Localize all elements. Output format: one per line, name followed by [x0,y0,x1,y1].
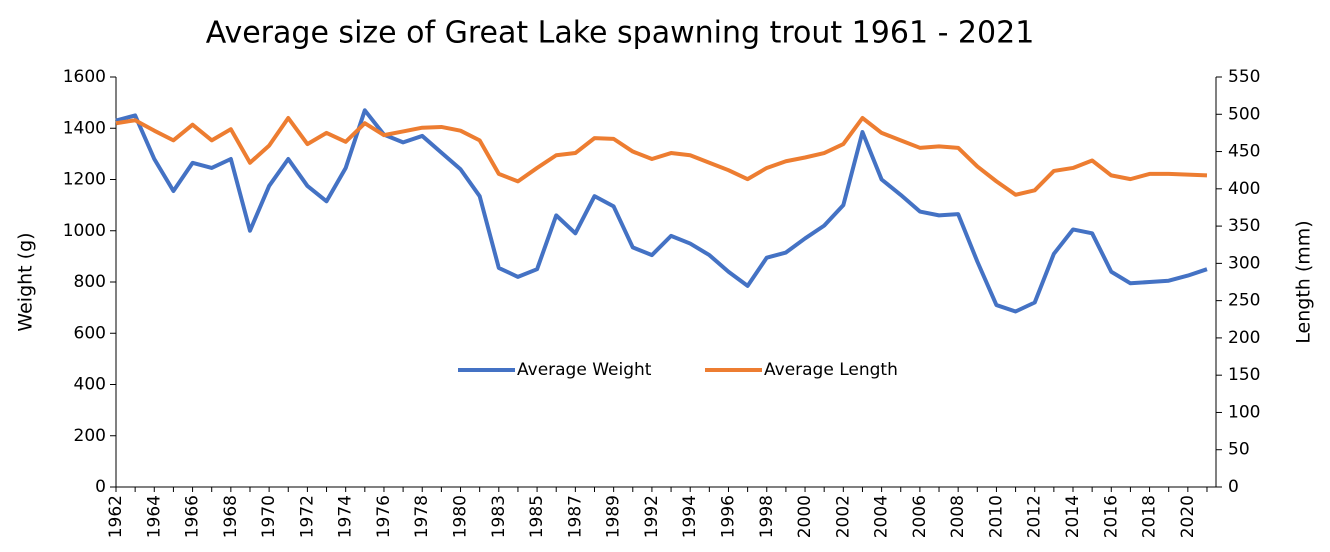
x-tick-label: 1970 [259,495,279,538]
y2-tick-label: 50 [1228,440,1250,460]
x-tick-label: 1983 [489,495,509,538]
x-tick-label: 1978 [412,495,432,538]
series-line [115,116,1208,197]
legend-label: Average Weight [517,360,652,380]
x-tick-label: 1972 [297,495,317,538]
x-tick-label: 2020 [1178,495,1198,538]
y2-tick-label: 550 [1228,67,1260,87]
y-tick-label: 0 [95,477,106,497]
x-tick-label: 2012 [1025,495,1045,538]
x-tick-label: 1974 [336,495,356,538]
x-tick-label: 1987 [565,495,585,538]
x-tick-label: 1985 [527,495,547,538]
x-tick-label: 1964 [144,495,164,538]
x-tick-label: 1996 [718,495,738,538]
x-tick-label: 2018 [1140,495,1160,538]
x-tick-label: 1966 [183,495,203,538]
x-tick-label: 2014 [1063,495,1083,538]
x-tick-label: 2002 [833,495,853,538]
x-tick-label: 1992 [642,495,662,538]
y-tick-label: 1000 [63,221,106,241]
y2-tick-label: 450 [1228,142,1260,162]
y-tick-label: 400 [74,375,106,395]
x-tick-label: 2016 [1101,495,1121,538]
y2-tick-label: 250 [1228,291,1260,311]
x-tick-label: 1968 [221,495,241,538]
x-tick-label: 2006 [910,495,930,538]
legend-label: Average Length [764,360,898,380]
x-tick-label: 1962 [106,495,126,538]
y-axis-title: Weight (g) [15,232,37,331]
chart-title: Average size of Great Lake spawning trou… [206,16,1035,51]
y2-tick-label: 0 [1228,477,1239,497]
y2-tick-label: 350 [1228,216,1260,236]
x-tick-label: 2010 [986,495,1006,538]
x-tick-label: 2008 [948,495,968,538]
y2-tick-label: 400 [1228,179,1260,199]
y-tick-label: 600 [74,323,106,343]
x-tick-label: 1980 [451,495,471,538]
x-tick-label: 1994 [680,495,700,538]
y-tick-label: 200 [74,426,106,446]
y-tick-label: 1400 [63,118,106,138]
y-tick-label: 800 [74,272,106,292]
y-tick-label: 1600 [63,67,106,87]
x-tick-label: 1989 [604,495,624,538]
y-tick-label: 1200 [63,170,106,190]
y2-tick-label: 500 [1228,104,1260,124]
y2-tick-label: 150 [1228,365,1260,385]
y2-tick-label: 200 [1228,328,1260,348]
series-line [115,108,1208,314]
x-tick-label: 2000 [795,495,815,538]
y2-tick-label: 100 [1228,402,1260,422]
y2-tick-label: 300 [1228,253,1260,273]
x-tick-label: 1976 [374,495,394,538]
y2-axis-title: Length (mm) [1293,220,1315,343]
x-tick-label: 2004 [872,495,892,538]
x-tick-label: 1998 [757,495,777,538]
